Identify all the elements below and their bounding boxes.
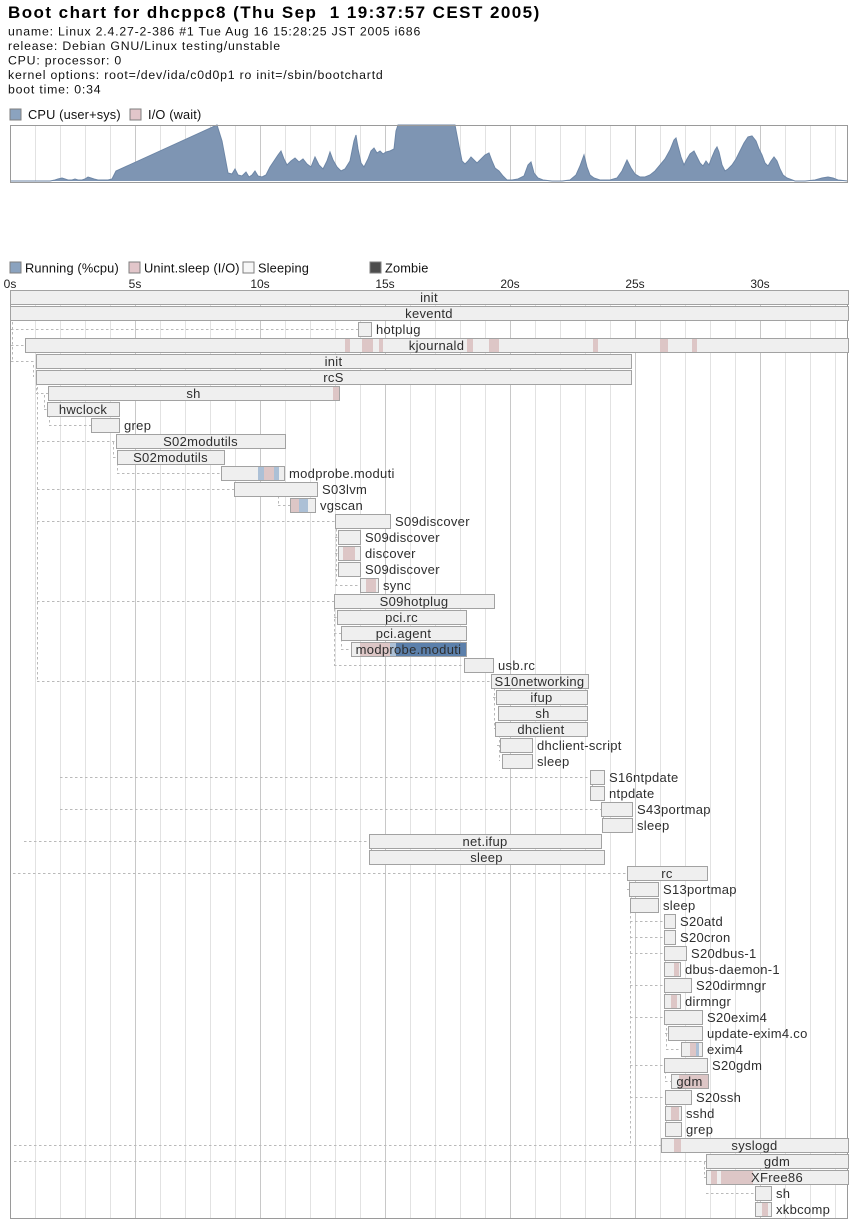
svg-text:hwclock: hwclock	[59, 402, 108, 417]
svg-text:sleep: sleep	[663, 898, 696, 913]
svg-text:10s: 10s	[250, 277, 269, 291]
svg-text:S20exim4: S20exim4	[707, 1010, 767, 1025]
svg-text:ntpdate: ntpdate	[609, 786, 654, 801]
svg-text:30s: 30s	[750, 277, 769, 291]
svg-text:XFree86: XFree86	[751, 1170, 803, 1185]
svg-text:keventd: keventd	[405, 306, 453, 321]
svg-text:S43portmap: S43portmap	[637, 802, 711, 817]
svg-text:rcS: rcS	[323, 370, 343, 385]
svg-text:sleep: sleep	[637, 818, 670, 833]
svg-text:S20dbus-1: S20dbus-1	[691, 946, 757, 961]
svg-text:dhclient: dhclient	[517, 722, 564, 737]
svg-text:sh: sh	[186, 386, 200, 401]
svg-text:S13portmap: S13portmap	[663, 882, 737, 897]
svg-text:I/O (wait): I/O (wait)	[148, 107, 201, 122]
svg-text:pci.rc: pci.rc	[385, 610, 418, 625]
svg-text:usb.rc: usb.rc	[498, 658, 535, 673]
svg-text:Sleeping: Sleeping	[258, 261, 309, 276]
svg-text:S09discover: S09discover	[365, 530, 440, 545]
svg-text:gdm: gdm	[676, 1074, 702, 1089]
svg-text:S09discover: S09discover	[395, 514, 470, 529]
svg-text:init: init	[325, 354, 343, 369]
svg-text:sleep: sleep	[470, 850, 503, 865]
svg-text:ifup: ifup	[530, 690, 552, 705]
svg-text:20s: 20s	[500, 277, 519, 291]
svg-text:S03lvm: S03lvm	[322, 482, 367, 497]
svg-text:sshd: sshd	[686, 1106, 715, 1121]
svg-text:Running (%cpu): Running (%cpu)	[25, 261, 119, 276]
svg-text:pci.agent: pci.agent	[376, 626, 432, 641]
svg-text:exim4: exim4	[707, 1042, 743, 1057]
svg-text:5s: 5s	[129, 277, 142, 291]
svg-text:dbus-daemon-1: dbus-daemon-1	[685, 962, 780, 977]
svg-text:syslogd: syslogd	[731, 1138, 777, 1153]
svg-text:Boot chart for dhcppc8 (Thu Se: Boot chart for dhcppc8 (Thu Sep 1 19:37:…	[8, 3, 541, 22]
svg-text:modprobe.moduti: modprobe.moduti	[356, 642, 462, 657]
svg-text:CPU: processor: 0: CPU: processor: 0	[8, 54, 122, 68]
svg-text:S20cron: S20cron	[680, 930, 731, 945]
svg-text:kjournald: kjournald	[409, 338, 464, 353]
svg-text:hotplug: hotplug	[376, 322, 421, 337]
svg-text:S09hotplug: S09hotplug	[380, 594, 449, 609]
svg-text:sleep: sleep	[537, 754, 570, 769]
svg-text:S16ntpdate: S16ntpdate	[609, 770, 679, 785]
svg-text:discover: discover	[365, 546, 416, 561]
svg-text:S02modutils: S02modutils	[163, 434, 238, 449]
svg-text:grep: grep	[686, 1122, 713, 1137]
svg-text:0s: 0s	[4, 277, 17, 291]
svg-text:sh: sh	[776, 1186, 790, 1201]
svg-text:release: Debian GNU/Linux test: release: Debian GNU/Linux testing/unstab…	[8, 39, 281, 53]
svg-text:gdm: gdm	[764, 1154, 790, 1169]
svg-text:kernel options: root=/dev/ida/: kernel options: root=/dev/ida/c0d0p1 ro …	[8, 68, 384, 82]
svg-text:dirmngr: dirmngr	[685, 994, 732, 1009]
svg-text:dhclient-script: dhclient-script	[537, 738, 622, 753]
svg-text:vgscan: vgscan	[320, 498, 363, 513]
svg-text:sh: sh	[535, 706, 549, 721]
svg-text:CPU (user+sys): CPU (user+sys)	[28, 107, 121, 122]
svg-text:S02modutils: S02modutils	[133, 450, 208, 465]
svg-text:S20gdm: S20gdm	[712, 1058, 762, 1073]
svg-text:grep: grep	[124, 418, 151, 433]
svg-text:25s: 25s	[625, 277, 644, 291]
svg-text:15s: 15s	[375, 277, 394, 291]
svg-text:update-exim4.co: update-exim4.co	[707, 1026, 808, 1041]
svg-text:xkbcomp: xkbcomp	[776, 1202, 830, 1217]
svg-text:S20dirmngr: S20dirmngr	[696, 978, 767, 993]
svg-text:init: init	[420, 290, 438, 305]
svg-text:modprobe.moduti: modprobe.moduti	[289, 466, 395, 481]
svg-text:sync: sync	[383, 578, 411, 593]
svg-text:net.ifup: net.ifup	[462, 834, 507, 849]
svg-text:Zombie: Zombie	[385, 261, 429, 276]
svg-text:S09discover: S09discover	[365, 562, 440, 577]
svg-text:S20ssh: S20ssh	[696, 1090, 741, 1105]
svg-text:S10networking: S10networking	[495, 674, 585, 689]
svg-text:boot time: 0:34: boot time: 0:34	[8, 83, 101, 97]
svg-text:uname: Linux 2.4.27-2-386 #1 T: uname: Linux 2.4.27-2-386 #1 Tue Aug 16 …	[8, 25, 421, 39]
svg-text:Unint.sleep (I/O): Unint.sleep (I/O)	[144, 261, 240, 276]
svg-text:rc: rc	[661, 866, 673, 881]
svg-text:S20atd: S20atd	[680, 914, 723, 929]
